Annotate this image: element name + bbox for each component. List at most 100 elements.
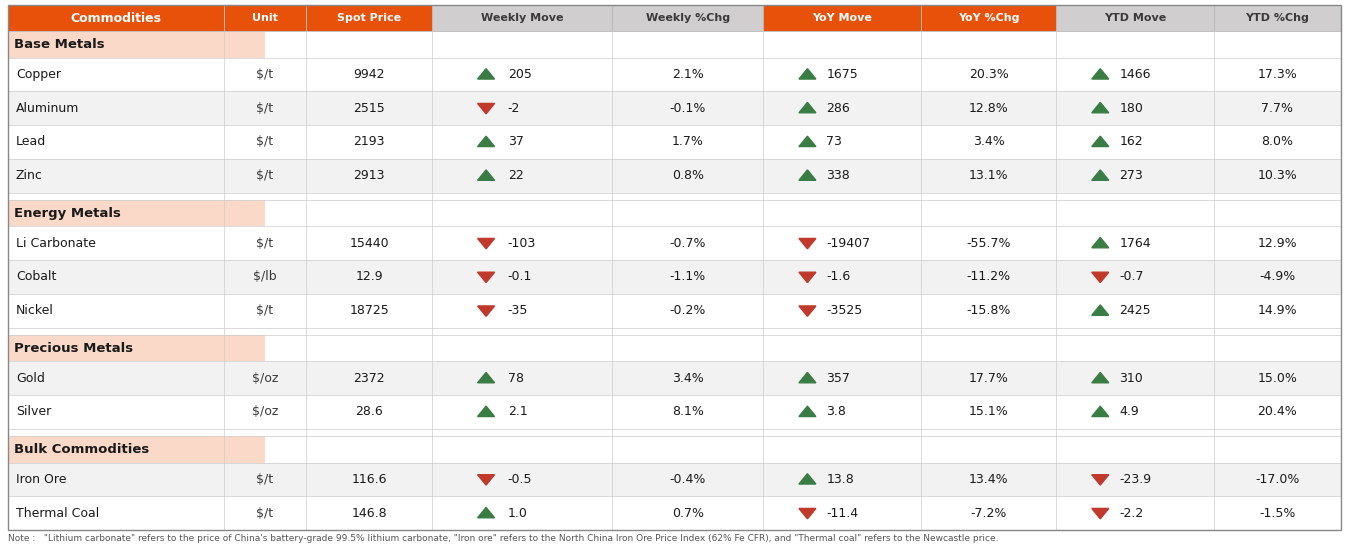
Polygon shape bbox=[799, 372, 816, 383]
Bar bbox=[8, 429, 1341, 436]
Text: Aimo: Aimo bbox=[530, 248, 819, 344]
Text: 22: 22 bbox=[507, 169, 523, 182]
Text: 2515: 2515 bbox=[353, 102, 384, 114]
Polygon shape bbox=[478, 406, 495, 417]
Polygon shape bbox=[478, 272, 495, 282]
Bar bbox=[8, 92, 1341, 125]
Text: Gold: Gold bbox=[16, 372, 45, 384]
Text: Commodities: Commodities bbox=[70, 12, 162, 25]
Bar bbox=[432, 5, 612, 31]
Polygon shape bbox=[1091, 170, 1109, 180]
Text: -0.1%: -0.1% bbox=[669, 102, 706, 114]
Text: $/t: $/t bbox=[256, 507, 274, 519]
Text: 2.1%: 2.1% bbox=[672, 68, 704, 81]
Text: Cobalt: Cobalt bbox=[16, 271, 57, 283]
Text: $/t: $/t bbox=[256, 473, 274, 486]
Text: Lead: Lead bbox=[16, 136, 46, 148]
Bar bbox=[612, 5, 764, 31]
Text: -103: -103 bbox=[507, 237, 536, 249]
Text: 17.7%: 17.7% bbox=[969, 372, 1009, 384]
Bar bbox=[8, 496, 1341, 530]
Text: 116.6: 116.6 bbox=[351, 473, 387, 486]
Polygon shape bbox=[478, 136, 495, 147]
Text: 9942: 9942 bbox=[353, 68, 384, 81]
Bar bbox=[8, 328, 1341, 335]
Polygon shape bbox=[1091, 475, 1109, 485]
Bar bbox=[224, 5, 306, 31]
Text: 338: 338 bbox=[827, 169, 850, 182]
Text: 310: 310 bbox=[1120, 372, 1143, 384]
Polygon shape bbox=[799, 508, 816, 519]
Text: 20.4%: 20.4% bbox=[1257, 405, 1298, 418]
Text: Aluminum: Aluminum bbox=[16, 102, 80, 114]
Text: 205: 205 bbox=[507, 68, 532, 81]
Text: Weekly %Chg: Weekly %Chg bbox=[646, 13, 730, 23]
Bar bbox=[8, 31, 264, 57]
Polygon shape bbox=[1091, 406, 1109, 417]
Text: -7.2%: -7.2% bbox=[970, 507, 1006, 519]
Text: 12.9: 12.9 bbox=[355, 271, 383, 283]
Text: 273: 273 bbox=[1120, 169, 1143, 182]
Bar bbox=[8, 335, 264, 361]
Text: $/oz: $/oz bbox=[252, 372, 278, 384]
Bar bbox=[8, 125, 1341, 158]
Text: Unit: Unit bbox=[252, 13, 278, 23]
Text: -1.6: -1.6 bbox=[827, 271, 851, 283]
Text: 286: 286 bbox=[827, 102, 850, 114]
Bar bbox=[8, 5, 224, 31]
Bar bbox=[432, 5, 612, 31]
Text: -17.0%: -17.0% bbox=[1255, 473, 1299, 486]
Text: -0.1: -0.1 bbox=[507, 271, 532, 283]
Text: 15440: 15440 bbox=[349, 237, 389, 249]
Text: 1466: 1466 bbox=[1120, 68, 1151, 81]
Text: -15.8%: -15.8% bbox=[966, 304, 1010, 317]
Text: 3.4%: 3.4% bbox=[672, 372, 704, 384]
Polygon shape bbox=[1091, 305, 1109, 315]
Text: 1675: 1675 bbox=[827, 68, 858, 81]
Text: $/oz: $/oz bbox=[252, 405, 278, 418]
Text: 13.8: 13.8 bbox=[827, 473, 854, 486]
Polygon shape bbox=[1091, 272, 1109, 282]
Bar bbox=[8, 294, 1341, 328]
Text: -3525: -3525 bbox=[827, 304, 862, 317]
Text: 28.6: 28.6 bbox=[355, 405, 383, 418]
Text: 78: 78 bbox=[507, 372, 523, 384]
Bar bbox=[764, 5, 921, 31]
Text: -0.5: -0.5 bbox=[507, 473, 533, 486]
Text: -55.7%: -55.7% bbox=[966, 237, 1010, 249]
Text: Precious Metals: Precious Metals bbox=[13, 341, 134, 355]
Text: 2.1: 2.1 bbox=[507, 405, 527, 418]
Text: -1.5%: -1.5% bbox=[1259, 507, 1295, 519]
Text: Weekly Move: Weekly Move bbox=[480, 13, 564, 23]
Bar bbox=[8, 436, 264, 463]
Text: 4.9: 4.9 bbox=[1120, 405, 1139, 418]
Text: -1.1%: -1.1% bbox=[669, 271, 706, 283]
Text: Note :   "Lithium carbonate" refers to the price of China's battery-grade 99.5% : Note : "Lithium carbonate" refers to the… bbox=[8, 534, 998, 543]
Text: Energy Metals: Energy Metals bbox=[13, 206, 121, 220]
Text: -4.9%: -4.9% bbox=[1259, 271, 1295, 283]
Text: Spot Price: Spot Price bbox=[337, 13, 401, 23]
Text: 7.7%: 7.7% bbox=[1261, 102, 1294, 114]
Text: $/t: $/t bbox=[256, 304, 274, 317]
Text: Silver: Silver bbox=[16, 405, 51, 418]
Text: $/t: $/t bbox=[256, 136, 274, 148]
Text: 8.1%: 8.1% bbox=[672, 405, 704, 418]
Text: Li Carbonate: Li Carbonate bbox=[16, 237, 96, 249]
Text: 18725: 18725 bbox=[349, 304, 389, 317]
Text: -2: -2 bbox=[507, 102, 521, 114]
Bar bbox=[1214, 5, 1341, 31]
Bar bbox=[764, 5, 921, 31]
Text: 146.8: 146.8 bbox=[351, 507, 387, 519]
Polygon shape bbox=[478, 170, 495, 180]
Text: 17.3%: 17.3% bbox=[1257, 68, 1298, 81]
Text: Thermal Coal: Thermal Coal bbox=[16, 507, 100, 519]
Text: 0.7%: 0.7% bbox=[672, 507, 704, 519]
Polygon shape bbox=[1091, 508, 1109, 519]
Polygon shape bbox=[478, 507, 495, 518]
Text: 15.0%: 15.0% bbox=[1257, 372, 1298, 384]
Polygon shape bbox=[478, 306, 495, 316]
Bar bbox=[1214, 5, 1341, 31]
Bar bbox=[8, 5, 224, 31]
Bar bbox=[8, 226, 1341, 260]
Polygon shape bbox=[1091, 69, 1109, 79]
